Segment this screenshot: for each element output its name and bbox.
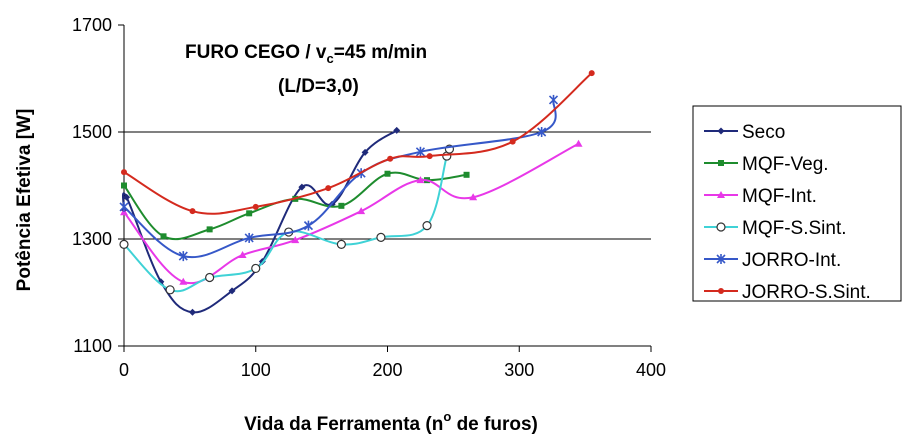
legend-label: JORRO-Int. (742, 250, 841, 271)
legend-swatch-marker (717, 191, 725, 198)
data-point-jorro-s-sint (189, 208, 196, 215)
data-point-jorro-int (537, 127, 547, 137)
legend-label: JORRO-S.Sint. (742, 282, 871, 303)
data-point-mqf-s-sint (119, 239, 129, 249)
data-point-jorro-s-sint (588, 70, 595, 77)
x-tick-label: 100 (241, 360, 271, 380)
data-point-mqf-veg (160, 233, 167, 240)
x-axis-label: Vida da Ferramenta (no de furos) (244, 409, 538, 435)
data-point-jorro-int (548, 94, 559, 105)
legend-item-mqf-int: MQF-Int. (704, 186, 817, 207)
series-mqf-int (120, 139, 583, 285)
series-layer (119, 70, 595, 316)
data-point-mqf-int (357, 207, 366, 215)
legend-box (692, 105, 902, 302)
y-tick-label: 1700 (72, 15, 112, 35)
data-point-mqf-veg (121, 182, 127, 189)
legend-item-seco: Seco (704, 122, 785, 143)
data-point-mqf-veg (338, 202, 345, 209)
series-line-jorro-int (123, 99, 557, 259)
data-point-seco (361, 148, 369, 156)
gridlines (124, 131, 651, 240)
y-axis-label: Potência Efetiva [W] (14, 109, 35, 292)
data-point-jorro-s-sint (121, 169, 127, 176)
data-point-mqf-int (238, 251, 247, 259)
series-line-seco (122, 129, 398, 314)
x-tick-label: 0 (119, 360, 129, 380)
data-point-mqf-veg (246, 210, 253, 217)
data-point-seco (298, 183, 306, 191)
data-point-mqf-int (291, 236, 300, 244)
data-point-jorro-int (303, 220, 314, 231)
data-point-mqf-veg (206, 226, 213, 233)
axes (118, 24, 652, 352)
data-point-seco (189, 308, 197, 316)
data-point-mqf-s-sint (251, 263, 261, 274)
legend-item-mqf-veg: MQF-Veg. (704, 154, 829, 175)
x-tick-label: 400 (636, 360, 666, 380)
x-tick-labels: 0 100 200 300 400 (119, 360, 666, 380)
data-point-jorro-s-sint (252, 203, 259, 210)
legend-item-jorro-int: JORRO-Int. (704, 250, 841, 271)
data-point-jorro-s-sint (325, 185, 332, 192)
data-point-mqf-s-sint (336, 239, 346, 249)
data-point-jorro-s-sint (387, 155, 394, 162)
data-point-mqf-int (574, 139, 583, 147)
data-point-mqf-s-sint (422, 221, 432, 231)
data-point-jorro-s-sint (426, 153, 433, 160)
data-point-seco (228, 287, 236, 295)
legend-swatch-marker (717, 127, 725, 135)
legend-item-mqf-s-sint: MQF-S.Sint. (704, 218, 847, 239)
series-mqf-s-sint (119, 144, 455, 295)
legend-label: MQF-S.Sint. (742, 218, 847, 239)
data-point-jorro-s-sint (509, 138, 516, 145)
y-tick-label: 1300 (72, 229, 112, 249)
data-point-mqf-int (416, 176, 425, 184)
chart-title-line1: FURO CEGO / vc=45 m/min (185, 42, 427, 66)
data-point-jorro-int (119, 201, 129, 212)
data-point-mqf-s-sint (376, 232, 386, 242)
legend: Seco MQF-Veg. MQF-Int. MQF-S.Sint. JORRO-Int… (692, 105, 902, 303)
legend-swatch-marker (718, 288, 724, 294)
series-line-mqf-veg (123, 171, 467, 241)
data-point-mqf-s-sint (205, 272, 215, 283)
data-point-jorro-int (415, 146, 426, 157)
data-point-seco (123, 193, 131, 201)
legend-swatch-marker (716, 222, 726, 232)
x-tick-label: 200 (372, 360, 402, 380)
legend-label: MQF-Int. (742, 186, 817, 207)
data-point-mqf-int (469, 193, 478, 201)
legend-swatch-marker (716, 254, 726, 264)
data-point-jorro-int (244, 232, 254, 243)
data-point-mqf-s-sint (165, 285, 175, 295)
legend-item-jorro-s-sint: JORRO-S.Sint. (704, 282, 871, 303)
y-tick-label: 1500 (72, 122, 112, 142)
legend-label: MQF-Veg. (742, 154, 829, 175)
y-tick-labels: 1100 1300 1500 1700 (72, 15, 112, 356)
data-point-jorro-int (178, 251, 188, 262)
series-jorro-int (119, 94, 559, 262)
data-point-seco (393, 126, 401, 134)
chart-title-line2: (L/D=3,0) (278, 76, 359, 97)
x-tick-label: 300 (504, 360, 534, 380)
data-point-mqf-int (179, 277, 188, 285)
series-seco (120, 126, 401, 316)
series-line-mqf-s-sint (123, 146, 451, 293)
y-tick-label: 1100 (73, 336, 112, 356)
legend-swatch-marker (718, 160, 724, 166)
data-point-mqf-veg (384, 170, 391, 177)
series-jorro-s-sint (121, 70, 595, 215)
legend-label: Seco (742, 122, 785, 143)
data-point-mqf-veg (463, 171, 470, 178)
